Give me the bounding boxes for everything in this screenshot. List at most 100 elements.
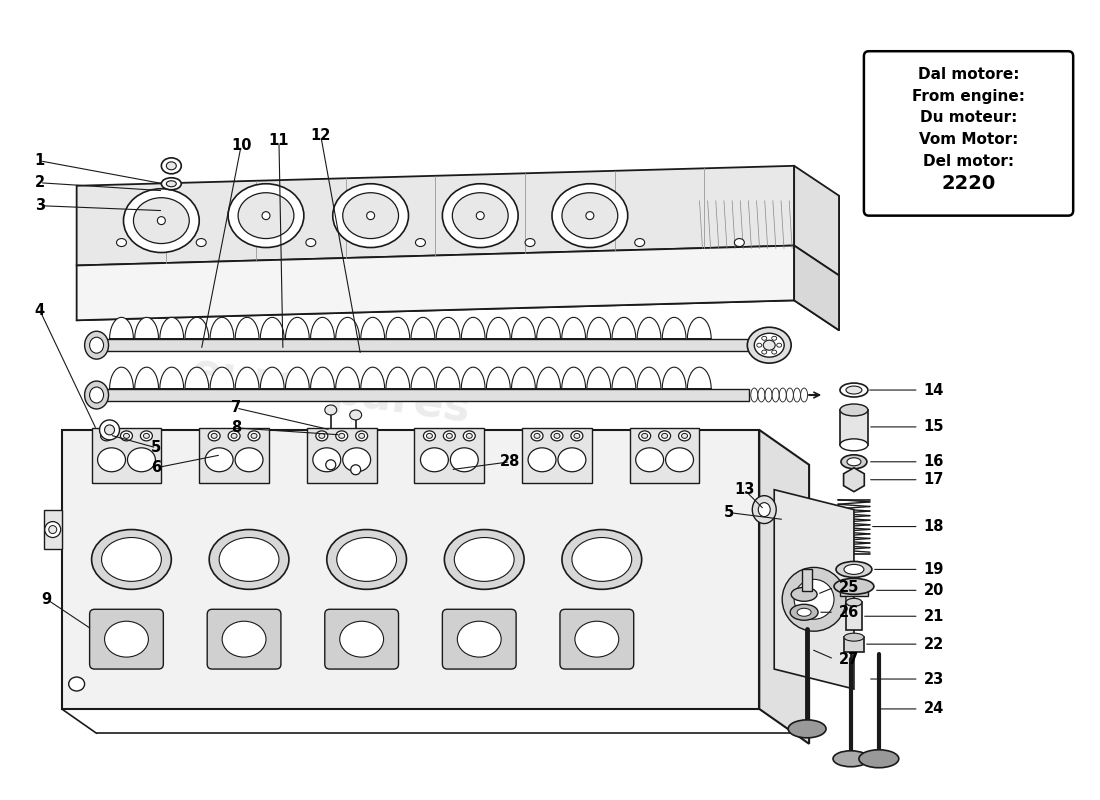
Polygon shape <box>97 389 749 401</box>
Ellipse shape <box>121 431 132 441</box>
Ellipse shape <box>117 238 126 246</box>
Text: 7: 7 <box>231 401 241 415</box>
Ellipse shape <box>336 431 348 441</box>
Polygon shape <box>160 367 184 389</box>
Polygon shape <box>512 367 536 389</box>
Ellipse shape <box>249 431 260 441</box>
Ellipse shape <box>208 431 220 441</box>
Text: 13: 13 <box>734 482 755 497</box>
Ellipse shape <box>89 387 103 403</box>
Polygon shape <box>62 430 759 709</box>
Ellipse shape <box>444 530 524 590</box>
Ellipse shape <box>790 604 818 620</box>
Ellipse shape <box>100 420 120 440</box>
Ellipse shape <box>836 562 872 578</box>
Ellipse shape <box>840 404 868 416</box>
Ellipse shape <box>157 217 165 225</box>
Ellipse shape <box>91 530 172 590</box>
Ellipse shape <box>641 434 648 438</box>
Ellipse shape <box>772 336 777 340</box>
Ellipse shape <box>789 720 826 738</box>
Ellipse shape <box>350 410 362 420</box>
Ellipse shape <box>757 343 762 347</box>
Text: 14: 14 <box>924 382 944 398</box>
Ellipse shape <box>636 448 663 472</box>
Polygon shape <box>629 428 700 482</box>
Ellipse shape <box>572 538 631 582</box>
Ellipse shape <box>416 238 426 246</box>
Ellipse shape <box>801 388 807 402</box>
Ellipse shape <box>333 184 408 247</box>
Ellipse shape <box>443 431 455 441</box>
Polygon shape <box>310 318 334 339</box>
Ellipse shape <box>531 431 543 441</box>
Ellipse shape <box>211 434 217 438</box>
Ellipse shape <box>327 530 407 590</box>
Polygon shape <box>774 490 854 689</box>
Polygon shape <box>91 428 162 482</box>
Polygon shape <box>97 339 749 351</box>
Polygon shape <box>759 430 810 744</box>
Text: 26: 26 <box>839 605 859 620</box>
FancyBboxPatch shape <box>324 610 398 669</box>
Text: 6: 6 <box>152 460 162 475</box>
Ellipse shape <box>162 158 182 174</box>
Polygon shape <box>307 428 376 482</box>
Text: 25: 25 <box>839 580 859 595</box>
Text: 17: 17 <box>924 472 944 487</box>
Ellipse shape <box>209 530 289 590</box>
Ellipse shape <box>85 381 109 409</box>
FancyBboxPatch shape <box>864 51 1074 216</box>
FancyBboxPatch shape <box>207 610 280 669</box>
Text: 28: 28 <box>500 454 520 470</box>
Polygon shape <box>512 318 536 339</box>
Bar <box>802 570 812 591</box>
Ellipse shape <box>366 212 375 220</box>
Ellipse shape <box>123 434 130 438</box>
Polygon shape <box>411 318 434 339</box>
Polygon shape <box>261 318 284 339</box>
Ellipse shape <box>100 431 112 441</box>
Ellipse shape <box>758 502 770 517</box>
Polygon shape <box>134 318 158 339</box>
Ellipse shape <box>764 388 772 402</box>
Text: Dal motore:: Dal motore: <box>917 66 1020 82</box>
Ellipse shape <box>562 193 618 238</box>
Text: Del motor:: Del motor: <box>923 154 1014 170</box>
Ellipse shape <box>454 538 514 582</box>
Polygon shape <box>160 318 184 339</box>
FancyBboxPatch shape <box>442 610 516 669</box>
Polygon shape <box>77 246 794 320</box>
Ellipse shape <box>98 448 125 472</box>
Ellipse shape <box>844 565 864 574</box>
Ellipse shape <box>141 431 153 441</box>
Ellipse shape <box>343 193 398 238</box>
Polygon shape <box>586 367 611 389</box>
Ellipse shape <box>251 434 257 438</box>
Bar <box>844 637 864 652</box>
Ellipse shape <box>326 460 336 470</box>
Ellipse shape <box>228 431 240 441</box>
Text: eurospares: eurospares <box>188 349 473 431</box>
Ellipse shape <box>635 238 645 246</box>
Ellipse shape <box>337 538 396 582</box>
Polygon shape <box>210 367 234 389</box>
Polygon shape <box>261 367 284 389</box>
Polygon shape <box>436 367 460 389</box>
Ellipse shape <box>782 567 846 631</box>
Text: 22: 22 <box>924 637 944 652</box>
Polygon shape <box>612 318 636 339</box>
Ellipse shape <box>235 448 263 472</box>
Text: 11: 11 <box>268 134 289 149</box>
Ellipse shape <box>659 431 671 441</box>
Polygon shape <box>361 367 385 389</box>
Ellipse shape <box>847 458 861 466</box>
Ellipse shape <box>842 455 867 469</box>
Ellipse shape <box>133 198 189 243</box>
Ellipse shape <box>535 434 540 438</box>
Ellipse shape <box>834 578 873 594</box>
Ellipse shape <box>798 608 811 616</box>
Ellipse shape <box>262 212 270 220</box>
Text: 9: 9 <box>42 592 52 607</box>
Text: 10: 10 <box>231 138 251 154</box>
